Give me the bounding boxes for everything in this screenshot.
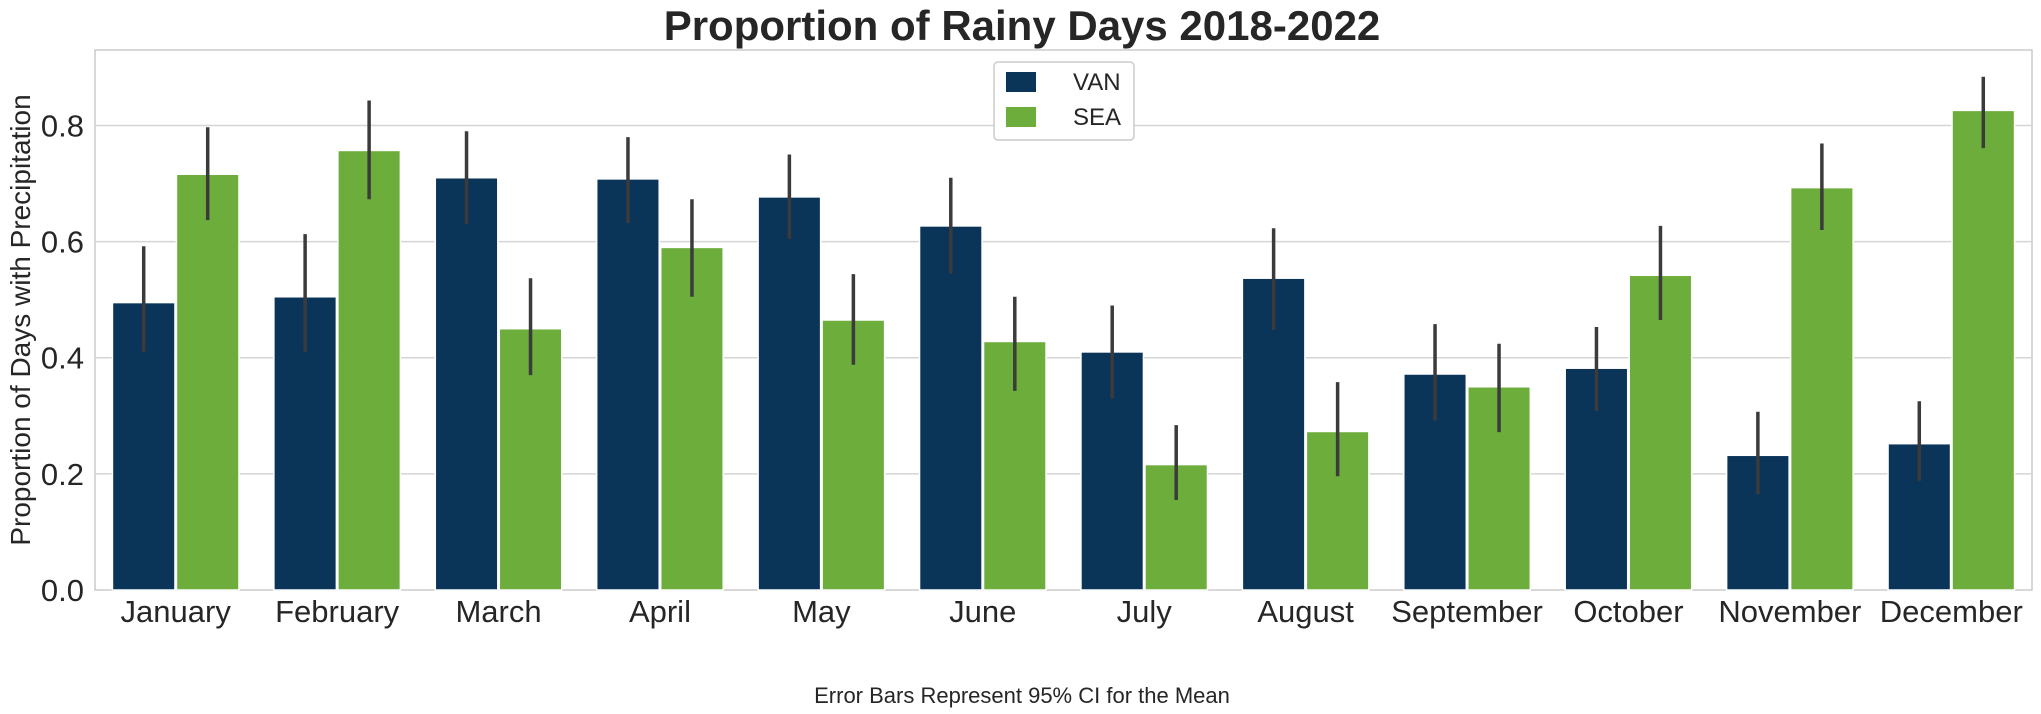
x-tick-label: August [1257,594,1354,629]
x-tick-label: February [275,594,400,629]
bar-van-june [918,225,983,591]
bar-sea-january [175,173,240,591]
legend: VAN SEA [993,61,1135,141]
gridlines [95,124,2032,475]
bar-sea-april [659,246,724,591]
x-tick-label: July [1117,594,1173,629]
bar-van-may [757,196,822,591]
bar-sea-october [1628,274,1693,591]
x-tick-label: November [1718,594,1861,629]
legend-swatch-van [1006,72,1036,92]
bar-van-august [1241,277,1306,591]
legend-label-van: VAN [1073,69,1121,96]
x-axis-ticks: January February March April May June July Augu… [121,594,2023,629]
y-tick-label: 0.8 [41,108,84,143]
legend-label-sea: SEA [1073,104,1121,131]
x-tick-label: May [792,594,851,629]
y-tick-label: 0.6 [41,225,84,260]
y-tick-label: 0.2 [41,457,84,492]
x-tick-label: December [1880,594,2023,629]
bar-sea-may [821,319,886,591]
bar-sea-february [337,149,402,591]
x-tick-label: April [629,594,691,629]
x-tick-label: June [949,594,1016,629]
bar-sea-december [1951,109,2016,591]
chart-caption: Error Bars Represent 95% CI for the Mean [814,683,1230,708]
x-tick-label: March [455,594,541,629]
x-tick-label: October [1573,594,1683,629]
x-tick-label: January [121,594,232,629]
error-bars [141,76,1986,500]
x-tick-label: September [1391,594,1543,629]
bar-sea-november [1789,186,1854,591]
plot-frame [94,49,2033,591]
chart-title: Proportion of Rainy Days 2018-2022 [664,2,1381,49]
y-tick-label: 0.0 [41,573,84,608]
y-axis-ticks: 0.0 0.2 0.4 0.6 0.8 [41,108,84,608]
bars [111,109,2016,591]
y-axis-label: Proportion of Days with Precipitation [5,94,36,545]
bar-van-april [595,178,660,591]
y-tick-label: 0.4 [41,341,84,376]
legend-swatch-sea [1006,107,1036,127]
bar-van-march [434,176,499,591]
